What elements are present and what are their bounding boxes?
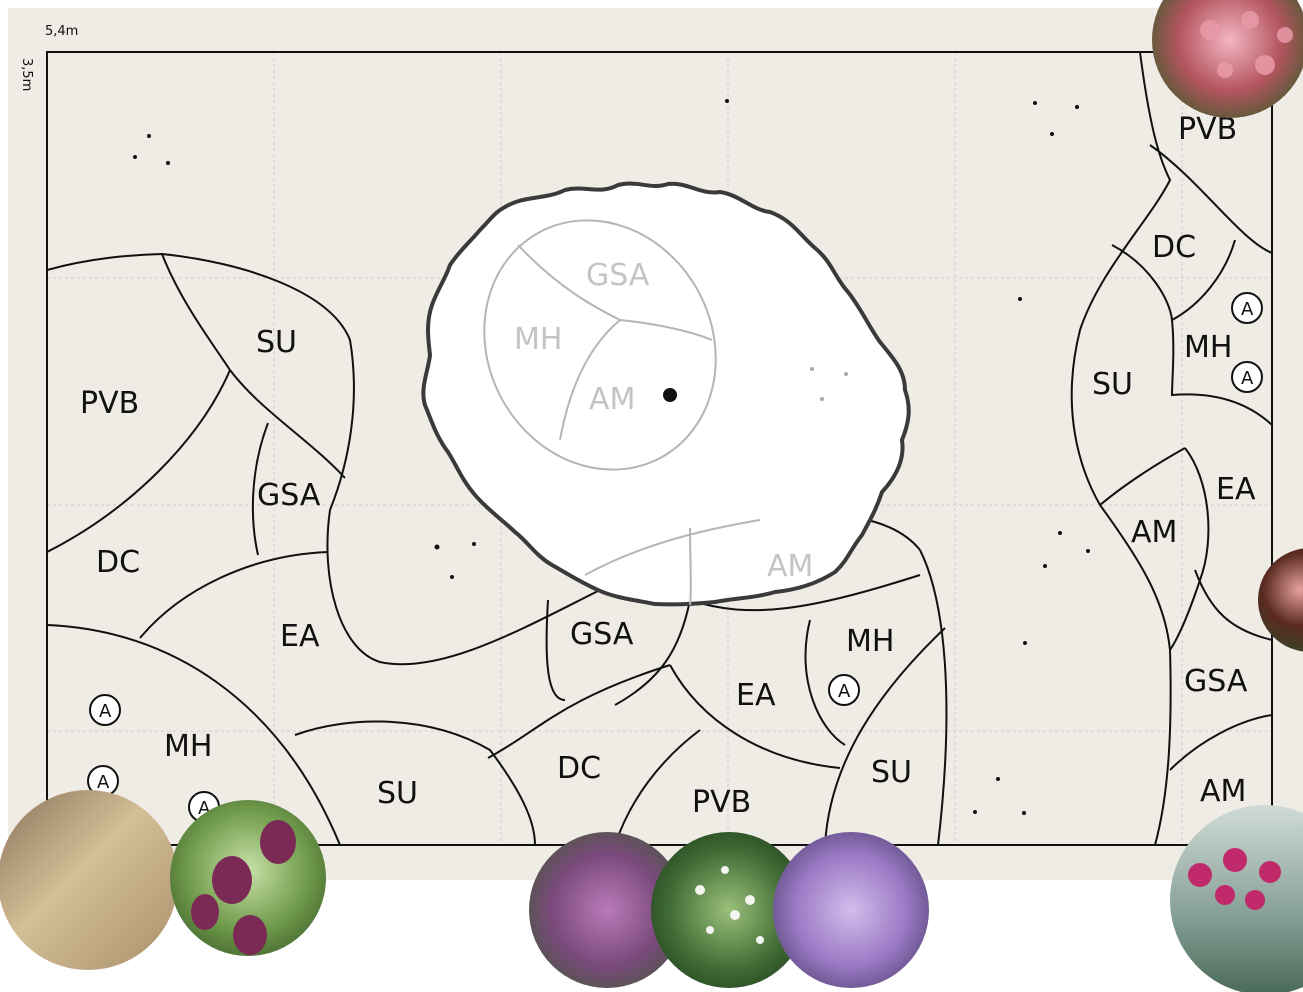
zone-labels: PVB DC MH SU EA AM GSA AM SU PVB GSA DC … [80,112,1256,820]
grass-photo [0,790,178,970]
allium-marker: A [1231,292,1263,324]
svg-text:A: A [838,681,851,702]
zone-label-gsa: GSA [570,617,634,652]
echinacea-photo [1152,0,1303,118]
zone-label-dc: DC [557,751,601,786]
svg-text:A: A [1241,299,1254,320]
zone-label-ea: EA [1216,472,1256,507]
dianthus-photo [529,832,685,988]
depth-dimension-label: 3,5m [19,58,34,91]
zone-label-dc: DC [1152,230,1196,265]
echinacea-side-photo [1258,548,1303,652]
zone-label-su: SU [1092,367,1133,402]
svg-text:A: A [99,701,112,722]
allium-markers: A A A A A A [87,292,1263,823]
planting-dots-under-tree [810,367,848,401]
zone-label-su: SU [377,776,418,811]
zone-label-ea: EA [280,619,320,654]
zone-label-mh-under-tree: MH [514,322,562,357]
zone-label-gsa-under-tree: GSA [586,258,650,293]
zone-label-am-under-tree: AM [589,382,635,417]
under-tree-zones [483,219,761,606]
lavender-photo [773,832,929,988]
zone-label-mh: MH [164,729,212,764]
zone-label-gsa: GSA [257,478,321,513]
armeria-photo-blooms [1188,848,1281,910]
zone-label-pvb: PVB [80,386,139,421]
tree-trunk-marker [663,388,677,402]
zone-label-su: SU [871,755,912,790]
svg-text:A: A [97,772,110,793]
zone-label-ea: EA [736,678,776,713]
white-flower-photo [651,832,807,988]
planting-zone-boundaries [47,52,1272,845]
white-flower-photo-blooms [695,866,764,944]
zone-label-pvb: PVB [692,785,751,820]
zone-label-am-under-tree: AM [767,549,813,584]
allium-photo-heads [191,820,296,955]
zone-label-am: AM [1131,515,1177,550]
zone-label-am: AM [1200,774,1246,809]
zone-label-dc: DC [96,545,140,580]
zone-label-su: SU [256,325,297,360]
svg-text:A: A [1241,368,1254,389]
zone-label-mh: MH [1184,330,1232,365]
allium-marker: A [828,674,860,706]
allium-marker: A [1231,361,1263,393]
width-dimension-label: 5,4m [45,24,78,39]
bed-outline [46,51,1273,846]
planting-dots [133,99,1090,815]
allium-marker: A [89,694,121,726]
zone-label-mh: MH [846,624,894,659]
armeria-photo [1170,805,1303,992]
echinacea-photo-petals [1200,11,1293,78]
zone-label-gsa: GSA [1184,664,1248,699]
